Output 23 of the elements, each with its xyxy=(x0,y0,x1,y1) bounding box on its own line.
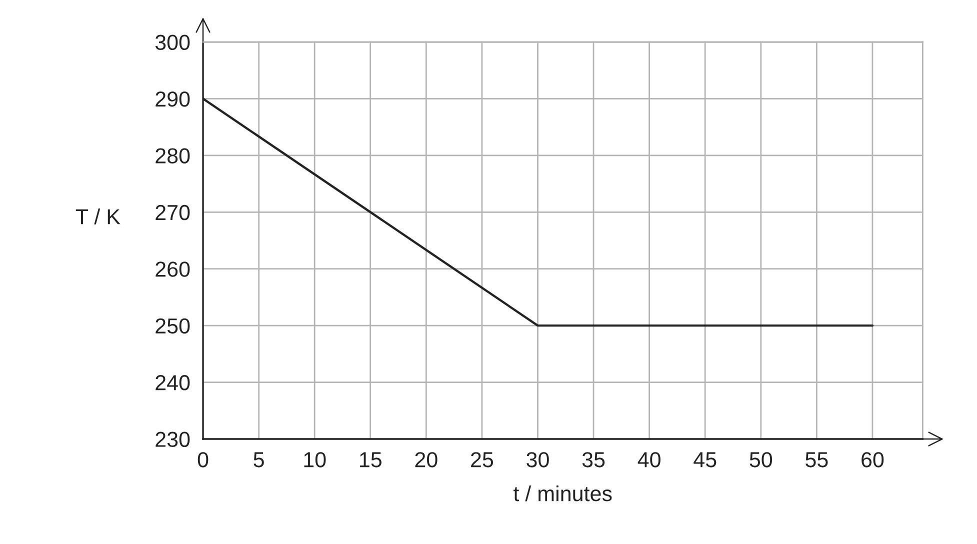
x-axis-title: t / minutes xyxy=(514,485,612,502)
x-tick-label: 20 xyxy=(415,452,438,468)
x-tick-label: 45 xyxy=(694,452,716,468)
x-tick-label: 35 xyxy=(582,452,605,468)
y-tick-label: 300 xyxy=(155,34,190,50)
y-tick-label: 240 xyxy=(156,375,190,390)
x-tick-label: 55 xyxy=(806,452,828,468)
x-tick-label: 30 xyxy=(526,452,549,468)
x-tick-label: 50 xyxy=(750,452,772,468)
y-tick-label: 230 xyxy=(156,432,190,448)
x-tick-label: 25 xyxy=(471,452,494,468)
x-tick-label: 60 xyxy=(862,452,884,468)
y-tick-label: 280 xyxy=(156,148,190,164)
x-tick-label: 0 xyxy=(198,452,208,468)
y-axis-title: T / K xyxy=(76,208,120,224)
y-tick-label: 250 xyxy=(156,318,190,334)
x-tick-label: 15 xyxy=(360,452,382,468)
y-tick-label: 290 xyxy=(156,91,190,107)
x-tick-label: 40 xyxy=(638,452,660,468)
y-tick-label: 260 xyxy=(156,262,190,277)
x-tick-label: 5 xyxy=(254,452,264,468)
y-tick-label: 270 xyxy=(156,204,190,220)
x-tick-label: 10 xyxy=(304,452,326,468)
